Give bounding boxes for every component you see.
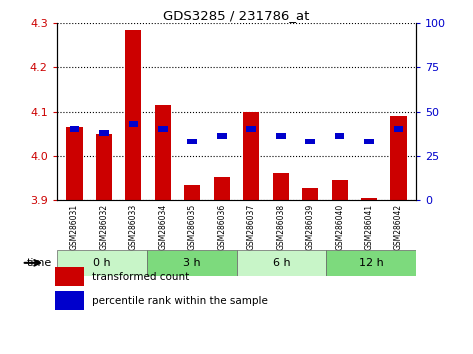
Text: GSM286031: GSM286031	[70, 204, 79, 250]
Bar	[96, 134, 112, 200]
Bar	[70, 126, 79, 132]
Text: 6 h: 6 h	[272, 258, 290, 268]
Text: transformed count: transformed count	[92, 272, 190, 282]
Text: GSM286032: GSM286032	[99, 204, 108, 250]
Bar	[276, 133, 286, 139]
Bar	[361, 198, 377, 200]
Bar	[243, 112, 259, 200]
Text: percentile rank within the sample: percentile rank within the sample	[92, 296, 268, 306]
Text: GSM286038: GSM286038	[276, 204, 285, 250]
Bar	[332, 180, 348, 200]
Bar	[246, 126, 256, 132]
Bar	[66, 127, 83, 200]
Bar	[390, 116, 407, 200]
Text: GSM286037: GSM286037	[247, 204, 256, 250]
Bar	[187, 139, 197, 144]
Bar	[335, 133, 344, 139]
Text: GSM286036: GSM286036	[217, 204, 226, 250]
Bar	[55, 267, 84, 286]
Bar	[147, 250, 236, 276]
Text: 0 h: 0 h	[93, 258, 111, 268]
Bar	[302, 188, 318, 200]
Bar	[184, 184, 201, 200]
Bar	[394, 126, 403, 132]
Text: 12 h: 12 h	[359, 258, 384, 268]
Bar	[55, 291, 84, 310]
Text: GSM286033: GSM286033	[129, 204, 138, 250]
Bar	[155, 105, 171, 200]
Bar	[214, 177, 230, 200]
Text: GSM286042: GSM286042	[394, 204, 403, 250]
Bar	[57, 250, 147, 276]
Text: GSM286040: GSM286040	[335, 204, 344, 250]
Bar	[125, 30, 141, 200]
Bar	[99, 130, 109, 136]
Bar	[305, 139, 315, 144]
Bar	[272, 172, 289, 200]
Text: time: time	[27, 258, 52, 268]
Text: GDS3285 / 231786_at: GDS3285 / 231786_at	[163, 9, 310, 22]
Text: GSM286035: GSM286035	[188, 204, 197, 250]
Text: GSM286039: GSM286039	[306, 204, 315, 250]
Bar	[217, 133, 227, 139]
Text: GSM286041: GSM286041	[365, 204, 374, 250]
Text: 3 h: 3 h	[183, 258, 201, 268]
Bar	[158, 126, 168, 132]
Bar	[129, 121, 138, 127]
Text: GSM286034: GSM286034	[158, 204, 167, 250]
Bar	[326, 250, 416, 276]
Bar	[236, 250, 326, 276]
Bar	[364, 139, 374, 144]
